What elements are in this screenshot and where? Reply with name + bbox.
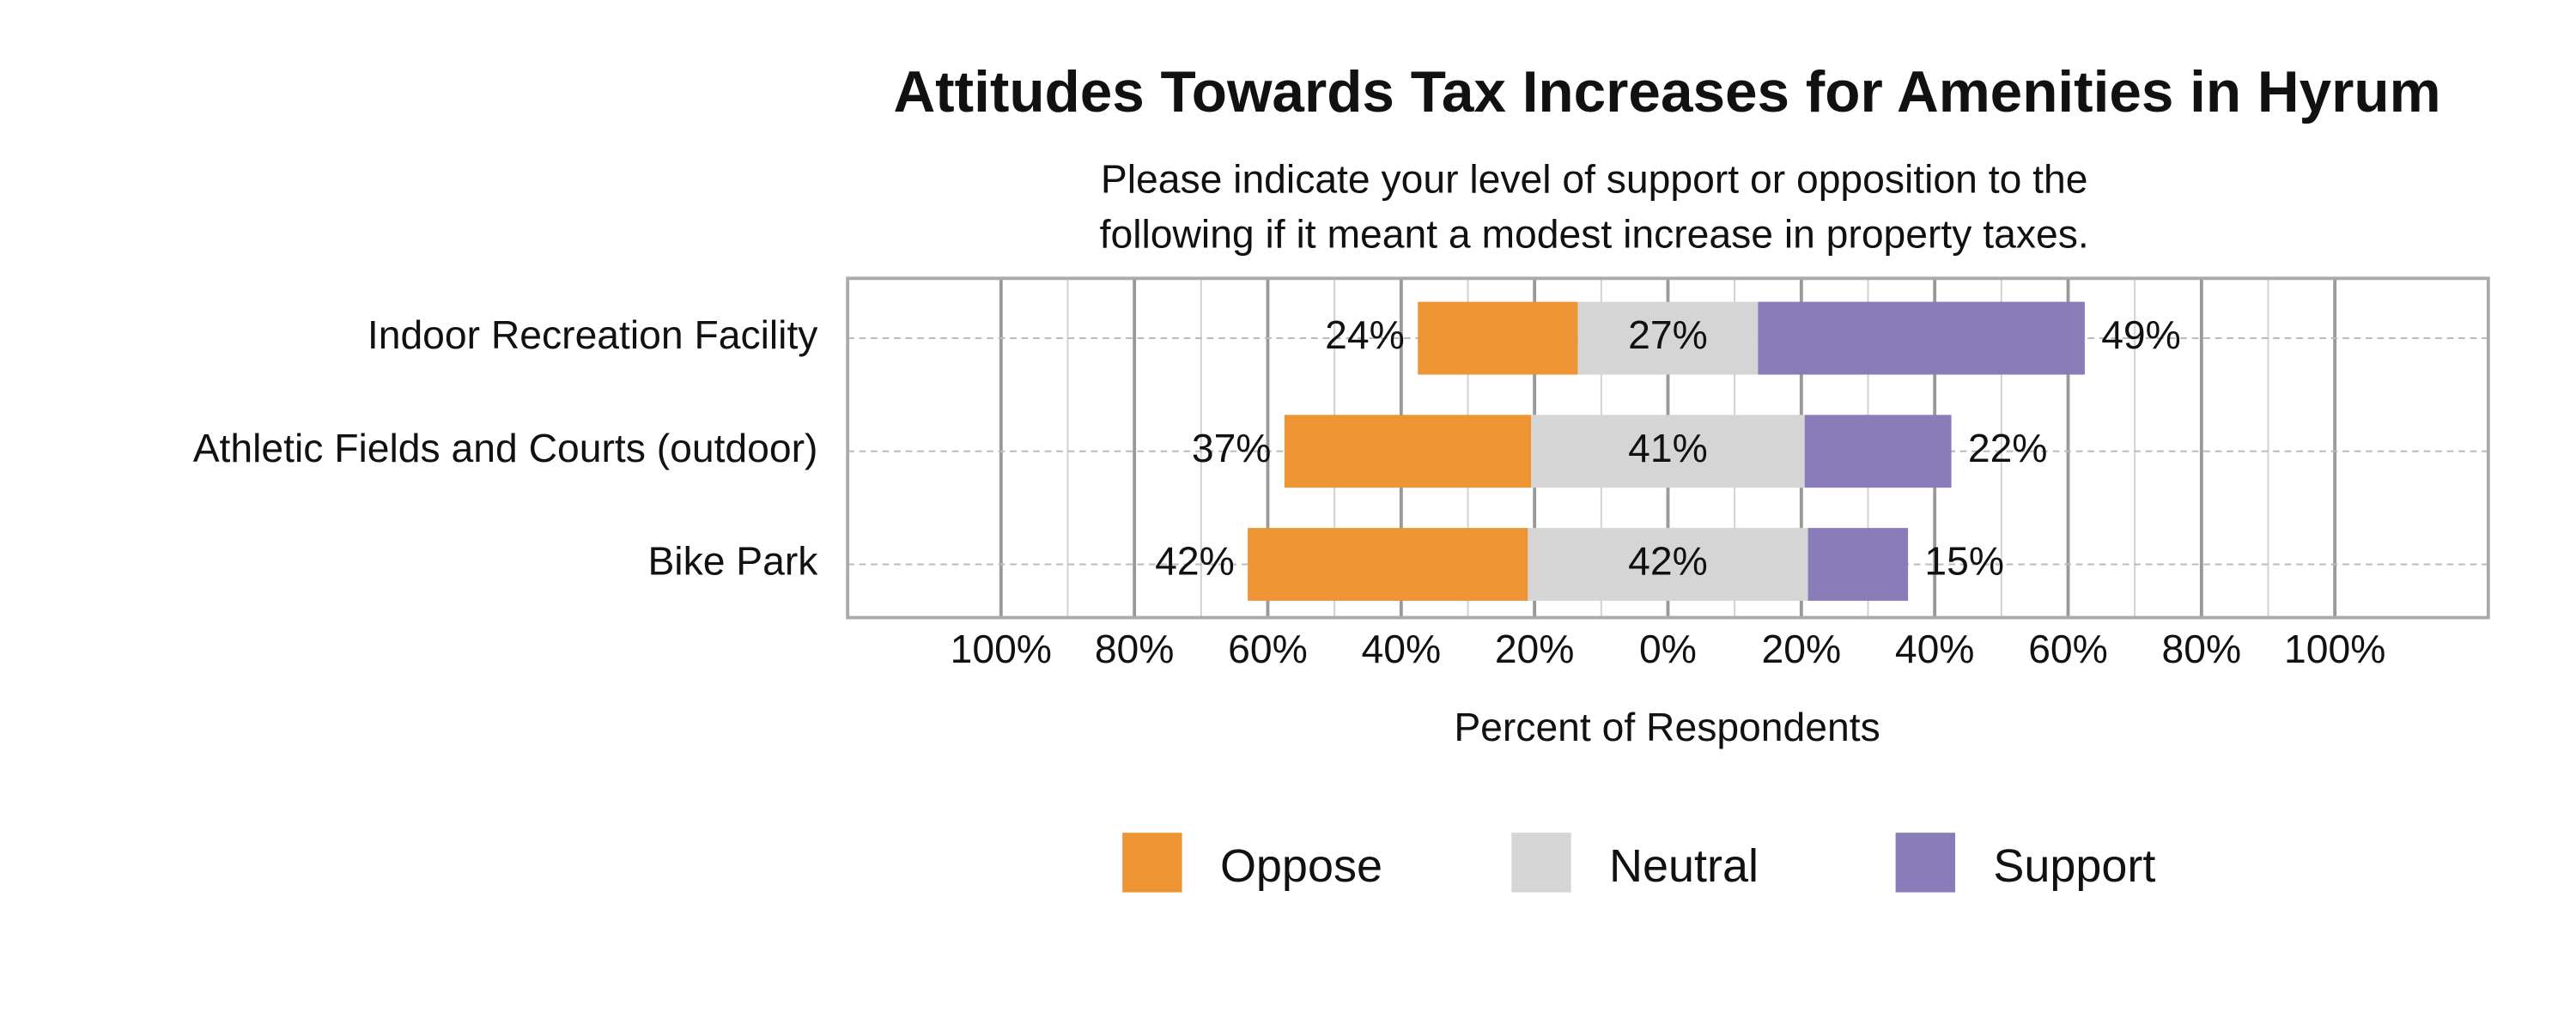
x-tick-label: 20% [1762,627,1842,671]
chart-subtitle: Please indicate your level of support or… [1101,157,2088,202]
chart-subtitle: following if it meant a modest increase … [1100,211,2089,256]
bar [1807,528,1909,601]
legend-swatch [1511,833,1571,893]
x-tick-label: 20% [1495,627,1575,671]
value-label: 27% [1628,312,1708,357]
bars: 24% 27% 49% 37% 41% 22% 42% 42% 15% [1155,301,2181,601]
x-tick-label: 80% [2162,627,2242,671]
value-label: 15% [1924,539,2004,584]
y-tick-label: Bike Park [647,539,818,584]
bar [1804,415,1952,488]
plot-frame [846,276,2490,620]
value-label: 42% [1628,539,1708,584]
value-label: 49% [2101,312,2181,357]
x-tick-label: 40% [1361,627,1441,671]
x-tick-label: 60% [2028,627,2108,671]
x-tick-label: 80% [1095,627,1175,671]
bar [1418,301,1578,375]
value-label: 37% [1192,426,1272,470]
value-label: 22% [1968,426,2048,470]
bar [1758,301,2085,375]
x-tick-label: 100% [2284,627,2385,671]
value-label: 42% [1155,539,1235,584]
legend-swatch [1122,833,1182,893]
x-axis-label: Percent of Respondents [1454,705,1880,749]
bar [1577,301,1759,375]
x-tick-label: 60% [1228,627,1308,671]
bar [1528,528,1808,601]
chart-title: Attitudes Towards Tax Increases for Amen… [893,60,2440,124]
y-tick-label: Indoor Recreation Facility [368,312,818,357]
x-tick-label: 40% [1895,627,1975,671]
bar [1248,528,1528,601]
legend-label: Oppose [1220,840,1382,892]
x-tick-label: 100% [951,627,1052,671]
bar [1284,415,1532,488]
y-tick-label: Athletic Fields and Courts (outdoor) [193,426,818,470]
value-label: 24% [1325,312,1405,357]
legend-label: Neutral [1609,840,1759,892]
value-label: 41% [1628,426,1708,470]
legend-swatch [1895,833,1955,893]
legend-label: Support [1993,840,2155,892]
bar [1531,415,1805,488]
x-tick-label: 0% [1639,627,1697,671]
